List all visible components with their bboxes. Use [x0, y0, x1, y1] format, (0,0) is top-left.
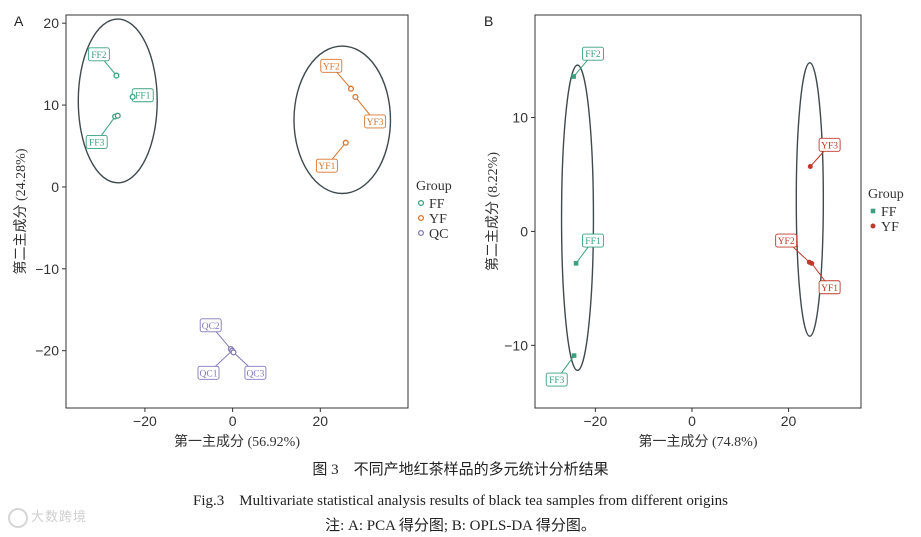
point-label-box-yf	[818, 137, 841, 152]
caption-chinese: 图 3 不同产地红茶样品的多元统计分析结果	[312, 462, 609, 478]
point-label-box-qc	[244, 365, 267, 380]
point-label-ff: FF2	[585, 50, 601, 60]
data-point-ff	[571, 74, 576, 79]
x-tick-label: 0	[229, 413, 237, 429]
point-label-ff: FF1	[135, 92, 151, 102]
watermark-text: 大数跨境	[31, 510, 88, 525]
point-label-box-ff	[582, 46, 604, 61]
y-tick-label: −10	[504, 337, 528, 353]
x-tick-label: −20	[583, 413, 607, 429]
y-tick-label: 10	[43, 97, 59, 113]
point-label-qc: QC3	[246, 369, 264, 379]
point-label-ff: FF3	[89, 138, 105, 148]
legend-key-ff	[870, 208, 876, 214]
data-point-ff	[129, 93, 136, 100]
y-tick-label: 0	[520, 223, 528, 239]
point-label-yf: YF2	[323, 62, 340, 72]
point-label-box-yf	[320, 58, 343, 73]
legend-label-yf: YF	[429, 212, 447, 227]
y-tick-label: −20	[35, 343, 59, 359]
confidence-ellipse-yf	[293, 45, 392, 195]
legend-key-qc	[417, 229, 425, 237]
watermark-logo-icon	[8, 507, 28, 528]
data-point-yf	[807, 164, 813, 170]
legend-label-ff: FF	[881, 205, 897, 220]
chart-panel-b: −20 0 20 −10 0 10 B 第一主成分 (74.8%) 第二主成分 (8.22%) F…	[484, 13, 904, 450]
point-label-yf: YF1	[318, 162, 335, 172]
point-label-box-ff	[545, 372, 568, 387]
point-label-box-qc	[199, 318, 222, 333]
legend-label-yf: YF	[881, 220, 899, 235]
y-tick-label: 10	[512, 110, 528, 126]
confidence-ellipse-ff	[560, 64, 595, 372]
y-tick-label: 20	[43, 15, 59, 31]
point-label-yf: YF2	[778, 237, 795, 247]
point-label-box-yf	[364, 114, 387, 129]
point-label-box-qc	[197, 365, 220, 380]
x-tick-label: 0	[688, 413, 696, 429]
data-point-yf	[809, 260, 815, 266]
point-label-box-ff	[582, 233, 604, 248]
point-label-box-yf	[775, 233, 798, 248]
x-tick-label: −20	[133, 413, 157, 429]
panel-label: A	[14, 13, 24, 29]
legend-key-yf	[417, 214, 425, 222]
caption-note: 注: A: PCA 得分图; B: OPLS-DA 得分图。	[325, 518, 596, 534]
data-point-qc	[230, 349, 237, 356]
legend-title: Group	[416, 179, 452, 194]
point-label-box-ff	[87, 47, 110, 62]
x-tick-label: 20	[313, 413, 329, 429]
point-label-box-yf	[818, 280, 841, 295]
data-point-yf	[347, 85, 355, 92]
legend-label-ff: FF	[429, 197, 445, 212]
legend-label-qc: QC	[429, 227, 448, 242]
plot-frame	[65, 14, 409, 409]
y-tick-label: −10	[35, 261, 59, 277]
data-point-yf	[342, 139, 349, 146]
x-axis-title: 第一主成分 (74.8%)	[639, 433, 758, 450]
watermark: 大数跨境	[8, 506, 87, 528]
confidence-ellipse-ff	[77, 18, 158, 184]
confidence-ellipse-yf	[795, 62, 825, 337]
plot-frame	[534, 14, 862, 409]
y-axis-title: 第二主成分 (8.22%)	[484, 152, 501, 271]
point-label-yf: YF1	[821, 284, 838, 294]
x-axis-title: 第一主成分 (56.92%)	[174, 433, 300, 450]
y-axis-title: 第二主成分 (24.28%)	[12, 148, 29, 274]
panel-label: B	[484, 13, 493, 29]
legend-title: Group	[868, 187, 904, 202]
point-label-box-ff	[85, 134, 108, 149]
chart-panel-a: −20 0 20 −20 −10 0 10 20 A 第一主成分 (56.92%) 第二主成分 (2…	[12, 13, 452, 450]
point-label-qc: QC1	[200, 369, 218, 379]
y-tick-label: 0	[51, 179, 59, 195]
point-label-yf: YF3	[367, 118, 384, 128]
point-label-box-yf	[315, 158, 338, 173]
data-point-ff	[113, 72, 120, 79]
point-label-qc: QC2	[202, 322, 220, 332]
data-point-ff	[114, 112, 121, 119]
point-label-yf: YF3	[821, 141, 838, 151]
x-tick-label: 20	[781, 413, 797, 429]
legend-key-ff	[417, 199, 425, 207]
point-label-ff: FF2	[91, 51, 107, 61]
data-point-ff	[573, 261, 579, 266]
point-label-ff: FF1	[585, 237, 601, 247]
data-point-yf	[352, 93, 359, 100]
point-label-ff: FF3	[549, 376, 565, 386]
data-point-ff	[571, 353, 577, 358]
legend-key-yf	[870, 223, 876, 229]
caption-english: Fig.3 Multivariate statistical analysis …	[192, 493, 729, 509]
